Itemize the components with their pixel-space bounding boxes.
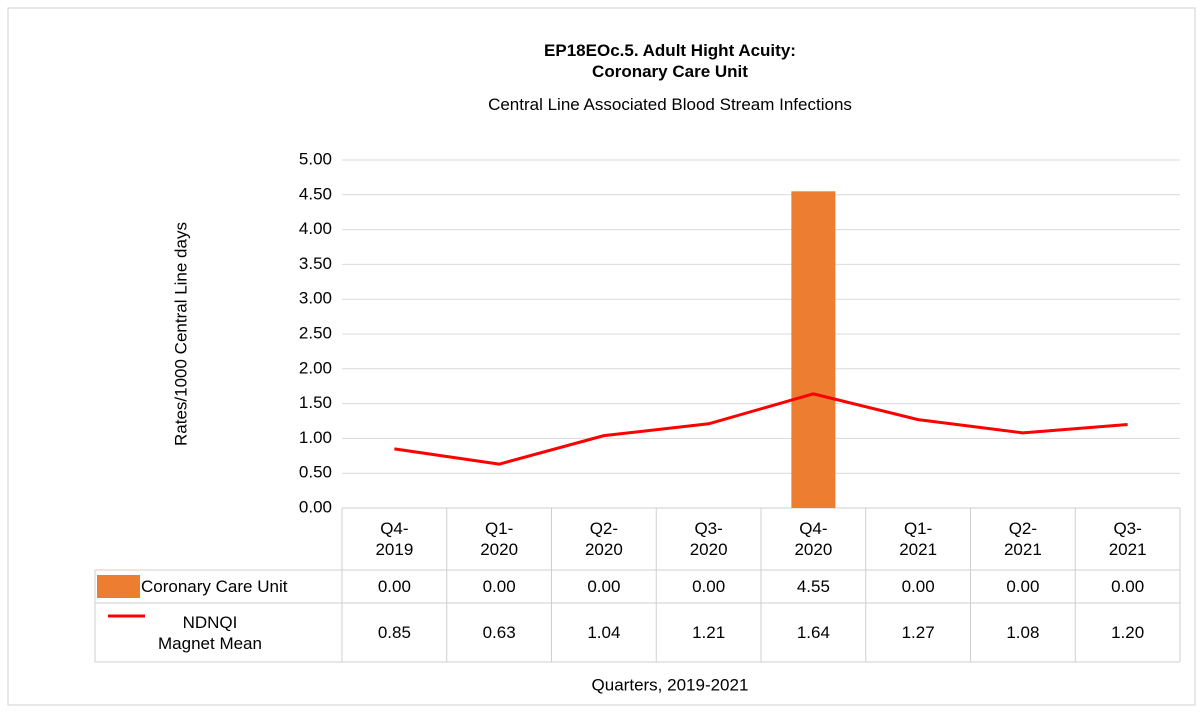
- y-tick-label: 4.00: [299, 219, 332, 238]
- x-tick-label: Q1- 2021: [899, 519, 938, 559]
- y-tick-label: 0.00: [299, 497, 332, 516]
- data-label: 0.00: [1006, 577, 1040, 596]
- chart-title: EP18EOc.5. Adult Hight Acuity: Coronary …: [544, 41, 796, 81]
- x-tick-label: Q3- 2021: [1108, 519, 1147, 559]
- line: [394, 392, 1128, 466]
- data-label: 0.00: [587, 577, 621, 596]
- data-label: 0.00: [901, 577, 935, 596]
- y-axis-title: Rates/1000 Central Line days: [171, 222, 190, 446]
- x-tick-label: Q3- 2020: [689, 519, 728, 559]
- y-tick-label: 3.00: [299, 289, 332, 308]
- y-tick-label: 3.50: [299, 254, 332, 273]
- y-tick-label: 2.50: [299, 323, 332, 342]
- y-tick-label: 1.00: [299, 428, 332, 447]
- data-label: 1.08: [1006, 623, 1040, 642]
- y-tick-label: 4.50: [299, 184, 332, 203]
- chart-border: [7, 7, 1196, 706]
- x-tick-label: Q4- 2020: [794, 519, 833, 559]
- x-tick-label: Q1- 2020: [480, 519, 519, 559]
- data-label: 1.04: [587, 623, 621, 642]
- data-label: 4.55: [796, 577, 830, 596]
- data-label: 1.21: [692, 623, 726, 642]
- y-tick-label: 0.50: [299, 463, 332, 482]
- bar: [791, 191, 836, 508]
- legend-swatch: [97, 575, 140, 598]
- data-label: 0.00: [377, 577, 411, 596]
- y-tick-label: 1.50: [299, 393, 332, 412]
- legend-label: NDNQI Magnet Mean: [158, 612, 262, 653]
- legend-label: Coronary Care Unit: [141, 577, 288, 596]
- data-label: 0.63: [482, 623, 516, 642]
- x-axis-title: Quarters, 2019-2021: [592, 675, 749, 694]
- y-tick-label: 2.00: [299, 358, 332, 377]
- data-label: 1.20: [1111, 623, 1145, 642]
- data-label: 1.27: [901, 623, 935, 642]
- data-label: 0.00: [482, 577, 516, 596]
- data-label: 0.00: [1111, 577, 1145, 596]
- y-tick-label: 5.00: [299, 149, 332, 168]
- x-tick-label: Q4- 2019: [375, 519, 414, 559]
- x-tick-label: Q2- 2020: [584, 519, 623, 559]
- data-label: 0.00: [692, 577, 726, 596]
- chart-subtitle: Central Line Associated Blood Stream Inf…: [488, 94, 852, 114]
- data-label: 1.64: [796, 623, 830, 642]
- x-tick-label: Q2- 2021: [1003, 519, 1042, 559]
- data-label: 0.85: [377, 623, 411, 642]
